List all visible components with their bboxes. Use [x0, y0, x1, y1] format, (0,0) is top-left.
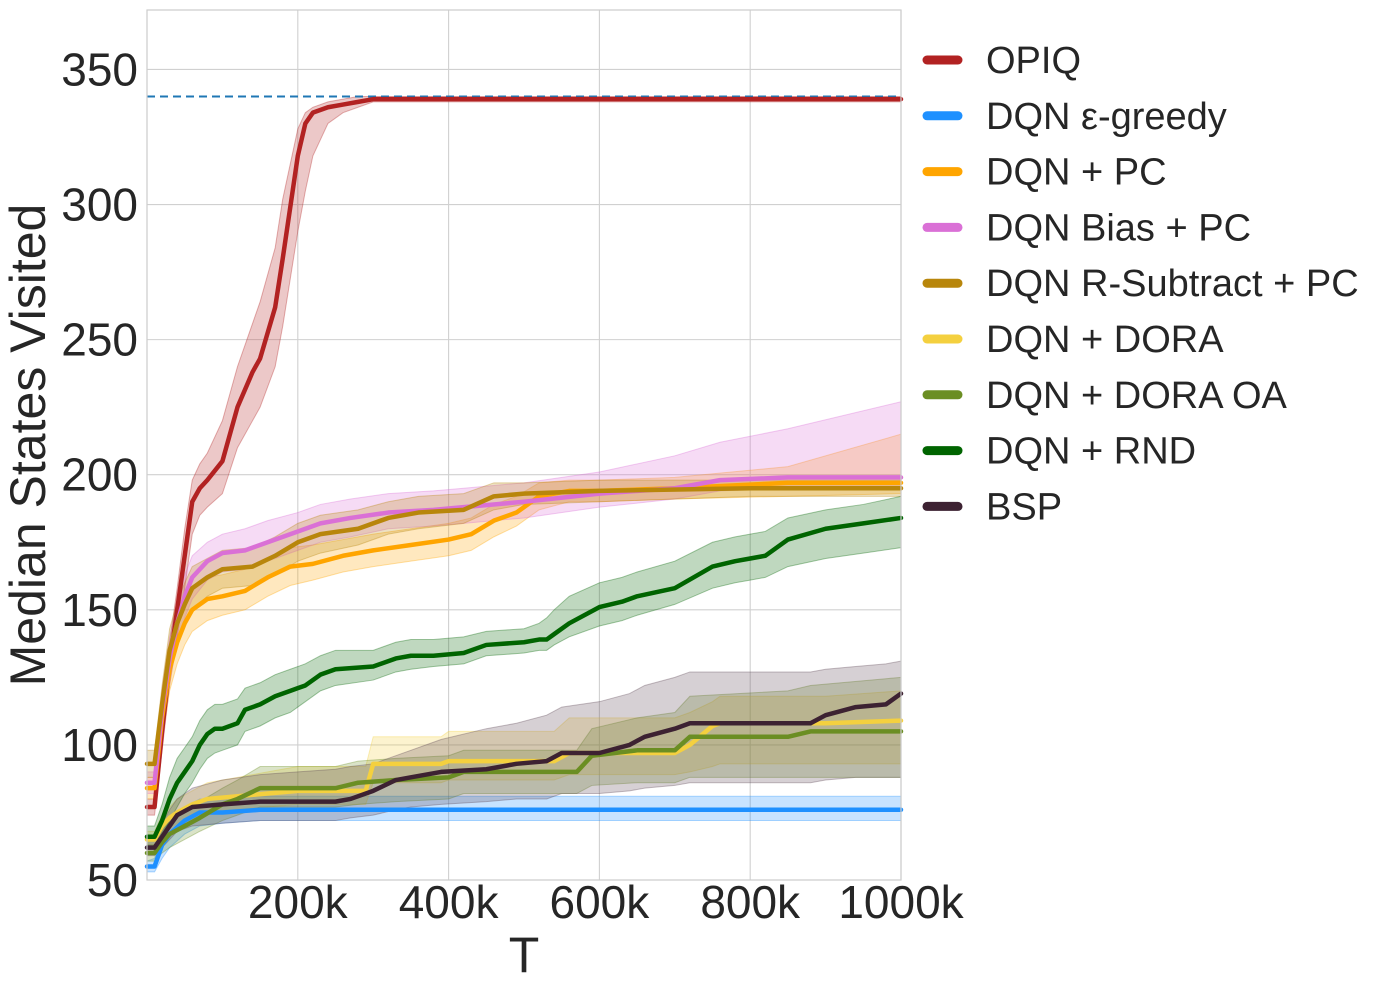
line-series-6 [144, 729, 904, 856]
legend-label: DQN + RND [986, 431, 1196, 473]
y-tick-label: 100 [61, 719, 138, 771]
x-tick-label: 200k [248, 876, 349, 928]
y-tick-label: 200 [61, 449, 138, 501]
y-tick-label: 300 [61, 179, 138, 231]
y-tick-label: 250 [61, 314, 138, 366]
line-series-7 [144, 515, 904, 840]
x-tick-labels: 200k 400k 600k 800k 1000k [248, 876, 965, 928]
plot-frame [146, 9, 902, 881]
line-series-0 [144, 96, 904, 810]
x-tick-label: 400k [399, 876, 500, 928]
y-tick-label: 50 [87, 854, 138, 906]
legend-label: DQN R-Subtract + PC [986, 263, 1359, 305]
x-tick-label: 800k [700, 876, 801, 928]
legend-label: DQN + DORA OA [986, 375, 1288, 417]
line-series-4 [144, 485, 904, 767]
x-axis-label: T [509, 927, 540, 983]
y-tick-label: 150 [61, 584, 138, 636]
line-series-8 [144, 691, 904, 850]
x-tick-label: 1000k [838, 876, 964, 928]
legend-label: DQN + PC [986, 152, 1167, 194]
legend: OPIQ DQN ε-greedy DQN + PC DQN Bias + PC DQN… [922, 40, 1359, 528]
legend-label: DQN + DORA [986, 319, 1224, 361]
legend-label: DQN ε-greedy [986, 96, 1227, 138]
line-series-1 [144, 807, 904, 869]
y-tick-label: 350 [61, 43, 138, 95]
legend-label: BSP [986, 486, 1062, 528]
x-tick-label: 600k [550, 876, 651, 928]
y-axis-label: Median States Visited [0, 204, 56, 687]
legend-label: OPIQ [986, 40, 1081, 82]
y-tick-labels: 50 100 150 200 250 300 350 [61, 43, 138, 906]
legend-label: DQN Bias + PC [986, 207, 1251, 249]
series-lines [144, 96, 904, 869]
